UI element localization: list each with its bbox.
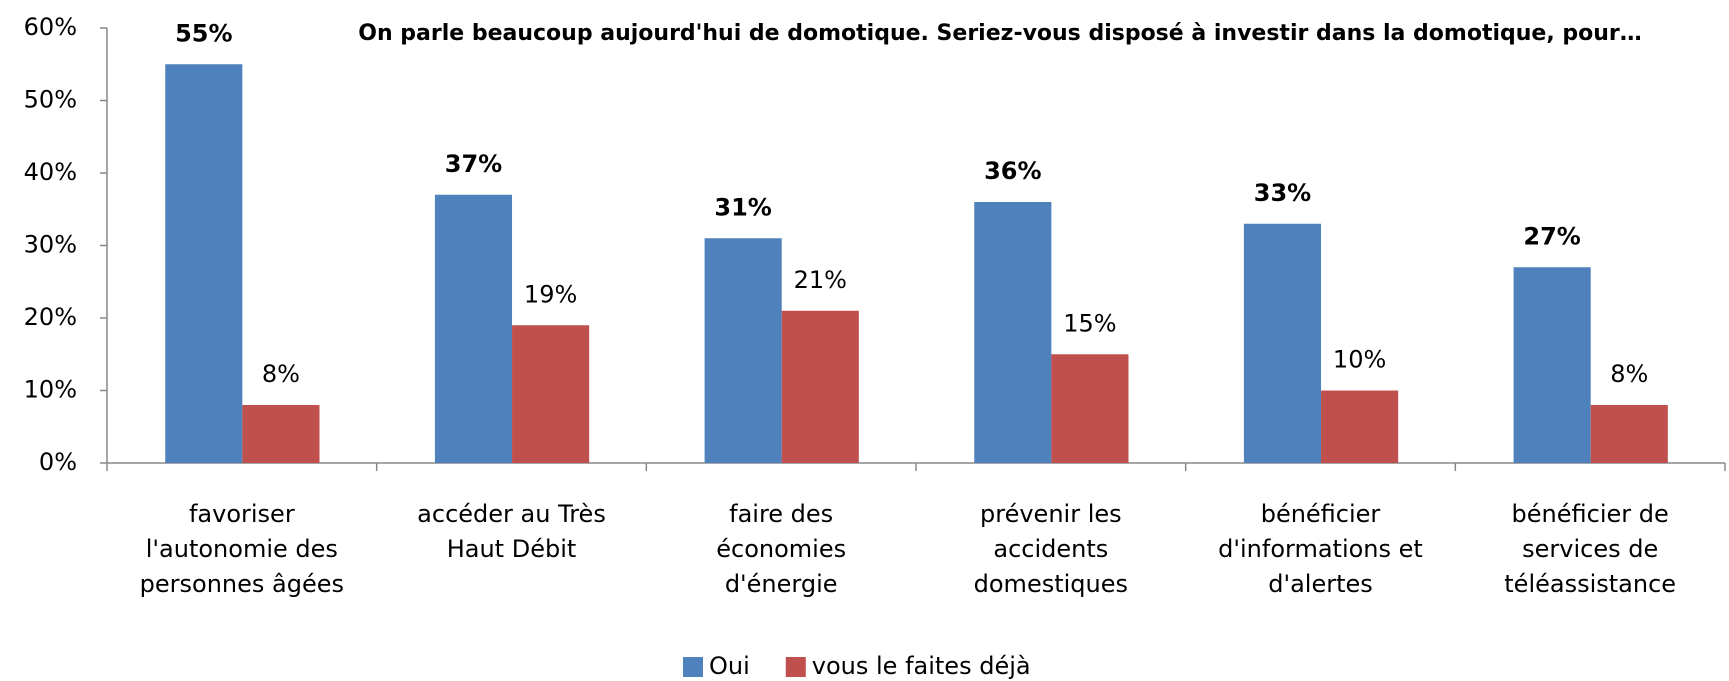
x-tick-label: domestiques	[974, 570, 1128, 598]
x-tick-label: bénéficier de	[1512, 500, 1669, 528]
bar	[242, 405, 320, 463]
x-tick-label: économies	[716, 535, 846, 563]
x-tick-label: favoriser	[189, 500, 295, 528]
value-label: 19%	[524, 280, 577, 308]
bar	[512, 325, 590, 463]
bar	[1590, 405, 1668, 463]
y-tick-label: 0%	[39, 448, 77, 476]
value-label: 36%	[984, 157, 1041, 185]
x-tick-label: l'autonomie des	[146, 535, 338, 563]
y-tick-label: 30%	[24, 231, 77, 259]
bar	[974, 202, 1052, 463]
y-tick-label: 50%	[24, 86, 77, 114]
x-tick-label: personnes âgées	[140, 570, 344, 598]
y-tick-label: 20%	[24, 303, 77, 331]
x-tick-label: d'informations et	[1218, 535, 1423, 563]
x-tick-label: d'alertes	[1268, 570, 1373, 598]
y-tick-label: 40%	[24, 158, 77, 186]
value-label: 37%	[445, 150, 502, 178]
value-label: 31%	[714, 193, 771, 221]
bar	[1321, 390, 1399, 463]
y-tick-label: 10%	[24, 376, 77, 404]
value-label: 55%	[175, 19, 232, 47]
x-tick-label: bénéficier	[1261, 500, 1381, 528]
value-label: 8%	[262, 360, 300, 388]
legend-label: Oui	[709, 652, 750, 680]
value-label: 8%	[1610, 360, 1648, 388]
bar	[434, 194, 513, 463]
value-label: 10%	[1333, 346, 1386, 374]
x-tick-label: Haut Débit	[447, 535, 577, 563]
x-tick-label: accidents	[993, 535, 1108, 563]
legend-label: vous le faites déjà	[812, 652, 1031, 680]
x-tick-label: prévenir les	[980, 500, 1122, 528]
x-tick-label: téléassistance	[1504, 570, 1676, 598]
bar	[1243, 223, 1322, 463]
legend-swatch	[785, 657, 806, 677]
value-label: 33%	[1254, 179, 1311, 207]
bar	[1513, 267, 1591, 463]
y-tick-label: 60%	[24, 13, 77, 41]
bar	[704, 238, 782, 463]
bar	[1051, 354, 1129, 463]
x-tick-label: d'énergie	[725, 570, 838, 598]
value-label: 27%	[1523, 222, 1580, 250]
x-tick-label: faire des	[729, 500, 833, 528]
x-tick-label: accéder au Très	[417, 500, 606, 528]
bar	[165, 64, 243, 463]
value-label: 21%	[794, 266, 847, 294]
bar	[781, 310, 859, 463]
value-label: 15%	[1063, 309, 1116, 337]
chart-title: On parle beaucoup aujourd'hui de domotiq…	[358, 21, 1641, 46]
x-tick-label: services de	[1522, 535, 1658, 563]
legend-swatch	[683, 657, 703, 677]
